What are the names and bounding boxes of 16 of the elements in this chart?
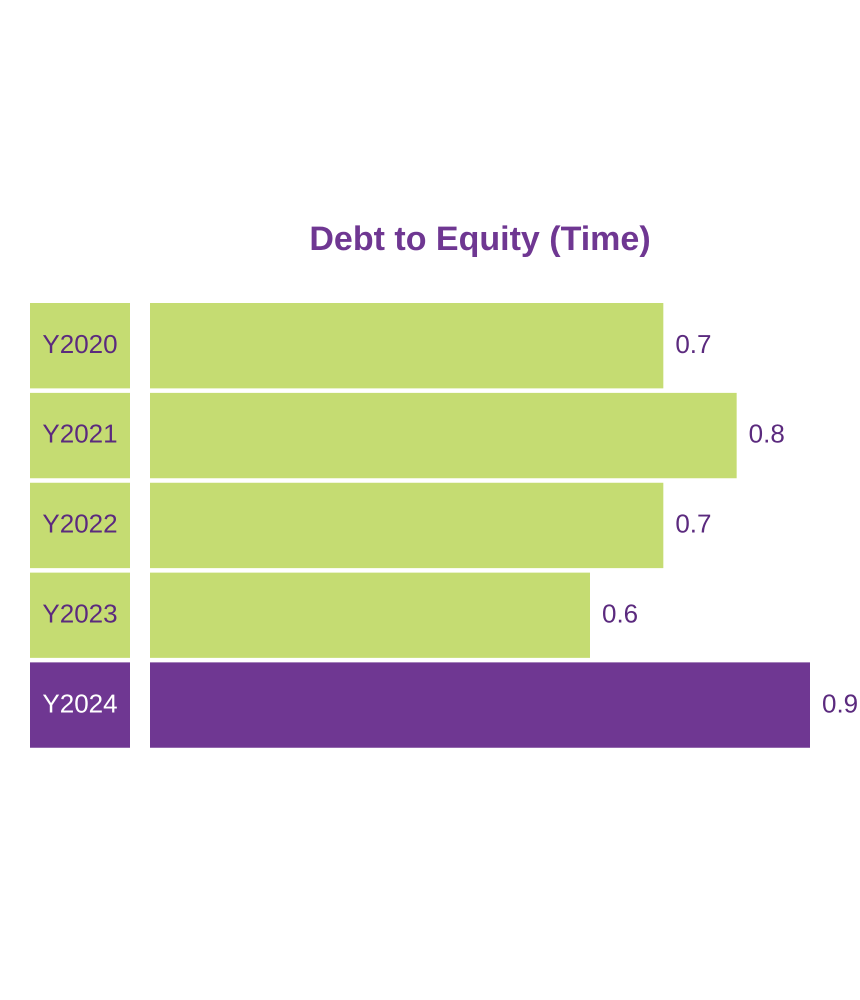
bar — [150, 482, 664, 568]
y-tick-label: Y2020 — [42, 328, 118, 359]
y-tick-label: Y2022 — [42, 508, 118, 539]
y-tick-label: Y2023 — [42, 598, 118, 628]
data-label: 0.7 — [675, 328, 712, 359]
data-label: 0.6 — [602, 598, 638, 628]
bar — [150, 662, 810, 748]
bar — [150, 392, 737, 478]
bar — [150, 572, 590, 658]
chart-title: Debt to Equity (Time) — [309, 220, 651, 258]
bar — [150, 303, 664, 388]
data-label: 0.7 — [675, 508, 712, 539]
data-label: 0.8 — [748, 418, 785, 449]
data-label: 0.9 — [822, 688, 858, 718]
y-tick-label: Y2024 — [42, 688, 118, 718]
y-tick-label: Y2021 — [42, 418, 118, 449]
